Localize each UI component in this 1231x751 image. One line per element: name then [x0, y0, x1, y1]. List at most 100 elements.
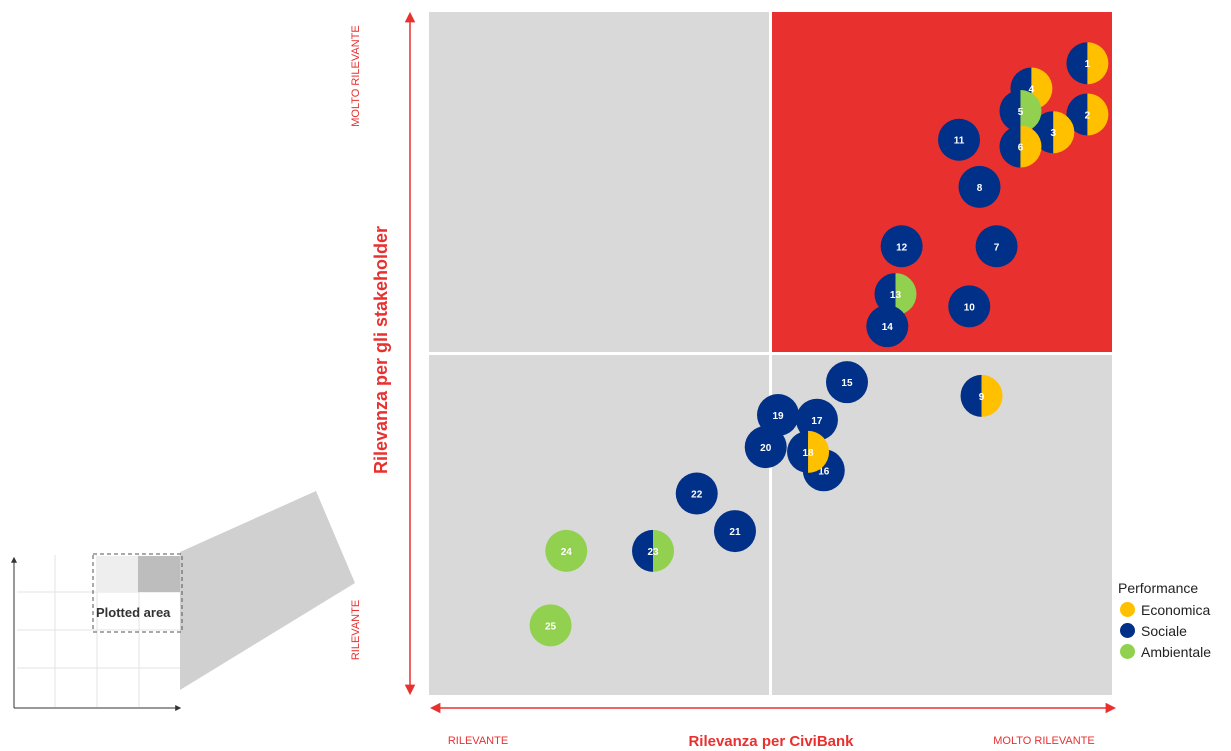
quadrants	[429, 12, 1112, 695]
data-point-15: 15	[825, 361, 868, 404]
data-point-8: 8	[958, 165, 1001, 208]
quadrant-bottom-left	[429, 355, 769, 695]
inset-diagram: Plotted area	[11, 491, 355, 711]
point-label: 10	[964, 302, 976, 313]
point-label: 9	[979, 392, 985, 403]
data-point-21: 21	[713, 510, 756, 553]
y-axis-title: Rilevanza per gli stakeholder	[371, 226, 391, 474]
point-label: 13	[890, 290, 902, 301]
point-marker	[825, 361, 868, 404]
point-label: 3	[1050, 128, 1056, 139]
point-marker	[713, 510, 756, 553]
legend-swatch-ambientale	[1120, 644, 1135, 659]
point-marker-left-half	[999, 125, 1021, 168]
point-marker-right-half	[653, 529, 675, 572]
point-marker	[975, 225, 1018, 268]
point-label: 21	[729, 527, 741, 538]
legend-item-ambientale: Ambientale	[1118, 641, 1211, 662]
inset-plotted-area-frame	[92, 553, 183, 633]
point-label: 17	[811, 416, 823, 427]
x-axis-title: Rilevanza per CiviBank	[688, 733, 854, 750]
point-label: 16	[818, 466, 830, 477]
point-marker	[757, 393, 800, 436]
quadrant-top-right	[772, 12, 1112, 352]
point-label: 12	[896, 242, 908, 253]
point-marker-right-half	[808, 430, 830, 473]
point-marker	[675, 472, 718, 515]
point-marker-right-half	[1087, 42, 1109, 85]
x-tick-low: RILEVANTE	[448, 735, 508, 747]
data-point-5: 5	[999, 90, 1042, 133]
quadrant-top-left	[429, 12, 769, 352]
legend-label-ambientale: Ambientale	[1141, 643, 1212, 660]
point-label: 2	[1085, 110, 1091, 121]
point-marker	[529, 604, 572, 647]
point-label: 23	[647, 547, 659, 558]
data-point-20: 20	[744, 426, 787, 469]
legend-swatch-sociale	[1120, 623, 1135, 638]
y-tick-low: RILEVANTE	[350, 600, 362, 660]
point-label: 25	[545, 621, 557, 632]
point-marker	[880, 225, 923, 268]
point-marker-right-half	[895, 273, 917, 316]
data-point-13: 13	[874, 273, 917, 316]
legend-item-economica: Economica	[1118, 599, 1211, 620]
point-marker-right-half	[1087, 93, 1109, 136]
point-marker	[938, 118, 981, 161]
point-label: 14	[882, 322, 894, 333]
data-point-6: 6	[999, 125, 1042, 168]
data-point-24: 24	[545, 529, 588, 572]
point-marker-left-half	[874, 273, 896, 316]
point-marker-right-half	[981, 374, 1003, 417]
data-point-19: 19	[757, 393, 800, 436]
data-point-23: 23	[632, 529, 675, 572]
point-label: 11	[954, 136, 965, 147]
data-point-10: 10	[948, 285, 991, 328]
point-label: 19	[772, 411, 784, 422]
point-label: 20	[760, 443, 772, 454]
inset-zoom-wedge	[180, 491, 355, 690]
inset-cell-dark	[138, 556, 180, 592]
data-point-17: 17	[795, 398, 838, 441]
point-marker	[795, 398, 838, 441]
point-marker	[948, 285, 991, 328]
data-point-11: 11	[938, 118, 981, 161]
data-point-25: 25	[529, 604, 572, 647]
point-marker-right-half	[1053, 111, 1075, 154]
point-marker-left-half	[632, 529, 654, 572]
y-tick-high: MOLTO RILEVANTE	[350, 25, 362, 126]
legend-label-economica: Economica	[1141, 601, 1211, 618]
point-label: 1	[1085, 59, 1091, 70]
legend: Performance Economica Sociale Ambientale	[1118, 580, 1211, 662]
data-point-7: 7	[975, 225, 1018, 268]
data-point-12: 12	[880, 225, 923, 268]
legend-title: Performance	[1118, 580, 1199, 596]
point-marker-right-half	[1020, 90, 1042, 133]
point-marker	[744, 426, 787, 469]
point-marker-left-half	[787, 430, 809, 473]
data-point-14: 14	[866, 305, 909, 348]
x-tick-high: MOLTO RILEVANTE	[993, 735, 1094, 747]
point-marker	[866, 305, 909, 348]
point-marker	[958, 165, 1001, 208]
point-label: 15	[841, 378, 853, 389]
point-label: 5	[1018, 107, 1024, 118]
point-label: 18	[803, 448, 815, 459]
point-marker-left-half	[1066, 42, 1088, 85]
point-label: 24	[561, 547, 573, 558]
point-label: 8	[977, 183, 983, 194]
point-marker-left-half	[999, 90, 1021, 133]
legend-item-sociale: Sociale	[1118, 620, 1211, 641]
point-label: 22	[691, 490, 703, 501]
data-point-22: 22	[675, 472, 718, 515]
point-marker	[545, 529, 588, 572]
legend-label-sociale: Sociale	[1141, 622, 1187, 639]
legend-swatch-economica	[1120, 602, 1135, 617]
inset-cell-light	[96, 556, 138, 592]
inset-plotted-area-label: Plotted area	[96, 605, 171, 620]
data-point-9: 9	[960, 374, 1003, 417]
data-point-1: 1	[1066, 42, 1109, 85]
data-points: 1234567891011121314151617181920212223242…	[529, 42, 1109, 647]
point-marker-left-half	[960, 374, 982, 417]
